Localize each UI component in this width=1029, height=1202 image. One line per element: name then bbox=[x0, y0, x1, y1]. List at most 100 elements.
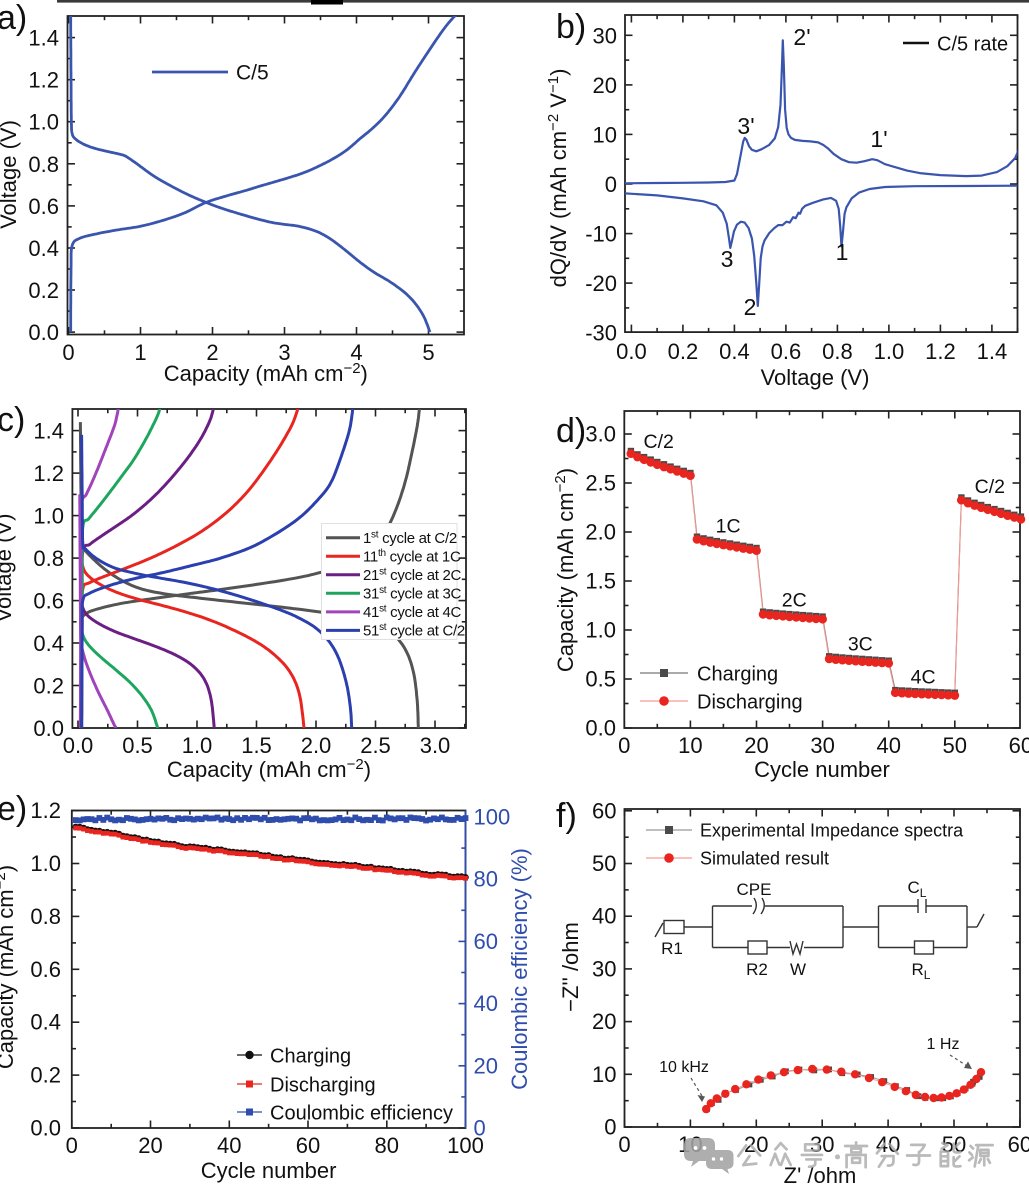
svg-text:50: 50 bbox=[943, 733, 967, 758]
svg-text:3C: 3C bbox=[848, 634, 873, 656]
svg-text:1C: 1C bbox=[716, 516, 741, 538]
svg-text:40: 40 bbox=[592, 904, 616, 929]
svg-text:0.8: 0.8 bbox=[30, 904, 61, 929]
svg-text:1st cycle at C/2: 1st cycle at C/2 bbox=[363, 529, 457, 547]
svg-text:3.0: 3.0 bbox=[585, 422, 616, 447]
svg-text:4C: 4C bbox=[911, 667, 936, 689]
svg-text:0.2: 0.2 bbox=[30, 1063, 61, 1088]
svg-text:60: 60 bbox=[1009, 733, 1029, 758]
svg-text:-10: -10 bbox=[585, 222, 617, 247]
svg-text:Charging: Charging bbox=[270, 1046, 351, 1068]
svg-text:C/2: C/2 bbox=[975, 476, 1005, 498]
svg-text:0.0: 0.0 bbox=[30, 1116, 61, 1141]
svg-text:1.5: 1.5 bbox=[585, 569, 616, 594]
svg-text:3: 3 bbox=[278, 340, 290, 365]
svg-text:0.4: 0.4 bbox=[33, 631, 64, 656]
svg-text:1: 1 bbox=[134, 340, 146, 365]
svg-text:60: 60 bbox=[474, 929, 498, 954]
svg-text:Coulombic efficiency: Coulombic efficiency bbox=[270, 1103, 453, 1125]
svg-text:Capacity (mAh cm−2): Capacity (mAh cm−2) bbox=[164, 360, 368, 386]
svg-text:Z' /ohm: Z' /ohm bbox=[784, 1163, 857, 1188]
svg-text:0.0: 0.0 bbox=[33, 716, 64, 741]
svg-text:20: 20 bbox=[138, 1133, 162, 1158]
svg-text:40: 40 bbox=[876, 733, 900, 758]
svg-text:10: 10 bbox=[678, 733, 702, 758]
svg-text:2': 2' bbox=[793, 24, 810, 50]
svg-text:Cycle number: Cycle number bbox=[754, 757, 890, 782]
svg-text:e): e) bbox=[0, 790, 27, 828]
svg-text:0: 0 bbox=[62, 340, 74, 365]
svg-text:0.0: 0.0 bbox=[63, 733, 94, 758]
svg-text:a): a) bbox=[0, 0, 27, 37]
svg-text:Voltage (V): Voltage (V) bbox=[0, 514, 16, 623]
svg-text:80: 80 bbox=[375, 1133, 399, 1158]
svg-text:0.5: 0.5 bbox=[585, 667, 616, 692]
svg-text:2.5: 2.5 bbox=[360, 733, 391, 758]
svg-text:c): c) bbox=[0, 401, 25, 439]
svg-text:Discharging: Discharging bbox=[270, 1075, 376, 1097]
svg-text:0.8: 0.8 bbox=[822, 339, 853, 364]
svg-text:0.6: 0.6 bbox=[33, 589, 64, 614]
svg-text:40: 40 bbox=[217, 1133, 241, 1158]
svg-text:100: 100 bbox=[447, 1133, 484, 1158]
svg-text:0: 0 bbox=[618, 733, 630, 758]
svg-text:1.2: 1.2 bbox=[30, 798, 61, 823]
svg-text:Voltage (V): Voltage (V) bbox=[761, 365, 870, 390]
svg-text:60: 60 bbox=[296, 1133, 320, 1158]
svg-text:2: 2 bbox=[206, 340, 218, 365]
svg-text:10: 10 bbox=[593, 122, 617, 147]
svg-text:0.4: 0.4 bbox=[719, 339, 750, 364]
svg-text:1: 1 bbox=[836, 239, 849, 265]
svg-text:0: 0 bbox=[618, 1132, 630, 1157]
svg-text:1.4: 1.4 bbox=[28, 26, 59, 51]
svg-text:f): f) bbox=[556, 797, 577, 835]
svg-text:C/5: C/5 bbox=[236, 62, 269, 85]
svg-text:Coulombic efficiency (%): Coulombic efficiency (%) bbox=[507, 848, 532, 1090]
svg-text:CPE: CPE bbox=[737, 880, 772, 899]
svg-text:Voltage (V): Voltage (V) bbox=[0, 120, 21, 229]
svg-text:dQ/dV (mAh cm−2 V−1): dQ/dV (mAh cm−2 V−1) bbox=[545, 69, 571, 288]
svg-text:30: 30 bbox=[810, 733, 834, 758]
svg-text:2.5: 2.5 bbox=[585, 471, 616, 496]
svg-text:0.6: 0.6 bbox=[28, 194, 59, 219]
svg-text:0: 0 bbox=[605, 172, 617, 197]
svg-text:20: 20 bbox=[592, 1009, 616, 1034]
svg-text:-30: -30 bbox=[585, 321, 617, 346]
svg-text:0.2: 0.2 bbox=[33, 674, 64, 699]
svg-text:31st cycle at 3C: 31st cycle at 3C bbox=[363, 585, 462, 603]
svg-text:Capacity (mAh cm−2): Capacity (mAh cm−2) bbox=[552, 468, 578, 672]
svg-text:11th cycle at 1C: 11th cycle at 1C bbox=[363, 548, 461, 566]
svg-text:R1: R1 bbox=[661, 939, 683, 958]
svg-text:Experimental Impedance spectra: Experimental Impedance spectra bbox=[700, 821, 964, 841]
svg-text:20: 20 bbox=[474, 1053, 498, 1078]
svg-text:10: 10 bbox=[592, 1062, 616, 1087]
svg-text:-20: -20 bbox=[585, 271, 617, 296]
svg-text:21st cycle at 2C: 21st cycle at 2C bbox=[363, 567, 462, 585]
svg-text:0: 0 bbox=[474, 1116, 486, 1141]
svg-text:0: 0 bbox=[604, 1115, 616, 1140]
svg-text:2.0: 2.0 bbox=[301, 733, 332, 758]
svg-text:80: 80 bbox=[474, 867, 498, 892]
svg-text:60: 60 bbox=[1008, 1132, 1029, 1157]
svg-text:0.8: 0.8 bbox=[28, 152, 59, 177]
svg-text:3: 3 bbox=[721, 246, 734, 272]
svg-text:0: 0 bbox=[66, 1133, 78, 1158]
svg-text:3.0: 3.0 bbox=[420, 733, 451, 758]
svg-text:1.0: 1.0 bbox=[874, 339, 905, 364]
svg-text:Discharging: Discharging bbox=[697, 692, 803, 714]
svg-text:100: 100 bbox=[474, 805, 511, 830]
svg-text:20: 20 bbox=[744, 733, 768, 758]
svg-text:1.2: 1.2 bbox=[33, 461, 64, 486]
svg-text:2.0: 2.0 bbox=[585, 520, 616, 545]
svg-text:Capacity (mAh cm−2): Capacity (mAh cm−2) bbox=[0, 865, 18, 1069]
svg-text:1 Hz: 1 Hz bbox=[927, 1036, 960, 1053]
svg-text:0.8: 0.8 bbox=[33, 546, 64, 571]
svg-text:30: 30 bbox=[592, 956, 616, 981]
svg-text:0.2: 0.2 bbox=[28, 278, 59, 303]
svg-text:−Z'' /ohm: −Z'' /ohm bbox=[558, 922, 583, 1012]
svg-text:2C: 2C bbox=[782, 590, 807, 612]
svg-text:2: 2 bbox=[744, 294, 757, 320]
svg-text:60: 60 bbox=[592, 798, 616, 823]
svg-text:3': 3' bbox=[737, 113, 754, 139]
svg-text:1.0: 1.0 bbox=[585, 618, 616, 643]
